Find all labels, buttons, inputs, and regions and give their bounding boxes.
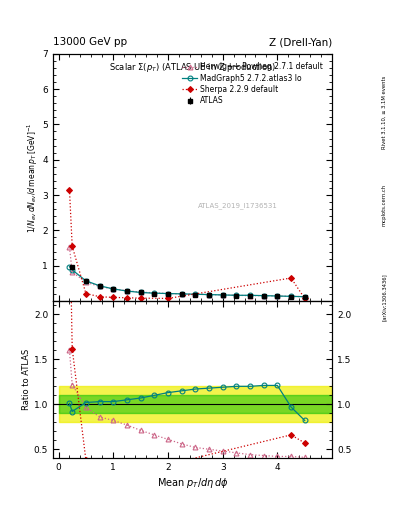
Text: Rivet 3.1.10, ≥ 3.1M events: Rivet 3.1.10, ≥ 3.1M events <box>382 76 387 150</box>
Herwig++ Powheg 2.7.1 default <box>289 293 294 300</box>
Sherpa 2.2.9 default <box>111 294 116 301</box>
Herwig++ Powheg 2.7.1 default <box>67 244 72 250</box>
Sherpa 2.2.9 default <box>70 243 75 249</box>
MadGraph5 2.7.2.atlas3 lo <box>111 286 116 292</box>
Herwig++ Powheg 2.7.1 default <box>84 279 88 285</box>
Sherpa 2.2.9 default <box>125 295 129 301</box>
Sherpa 2.2.9 default <box>97 294 102 300</box>
MadGraph5 2.7.2.atlas3 lo <box>193 291 198 297</box>
Herwig++ Powheg 2.7.1 default <box>234 292 239 298</box>
MadGraph5 2.7.2.atlas3 lo <box>67 264 72 270</box>
MadGraph5 2.7.2.atlas3 lo <box>248 292 252 298</box>
Text: ATLAS_2019_I1736531: ATLAS_2019_I1736531 <box>198 202 278 209</box>
MadGraph5 2.7.2.atlas3 lo <box>70 267 75 273</box>
MadGraph5 2.7.2.atlas3 lo <box>275 293 280 299</box>
MadGraph5 2.7.2.atlas3 lo <box>165 290 170 296</box>
MadGraph5 2.7.2.atlas3 lo <box>234 292 239 298</box>
Sherpa 2.2.9 default <box>302 295 307 302</box>
Line: MadGraph5 2.7.2.atlas3 lo: MadGraph5 2.7.2.atlas3 lo <box>67 264 307 299</box>
Text: 13000 GeV pp: 13000 GeV pp <box>53 37 127 47</box>
MadGraph5 2.7.2.atlas3 lo <box>125 288 129 294</box>
Y-axis label: $1/N_{ev}\,dN_{ev}/d\,\mathrm{mean}\,p_T\,[\mathrm{GeV}]^{-1}$: $1/N_{ev}\,dN_{ev}/d\,\mathrm{mean}\,p_T… <box>25 122 40 232</box>
Herwig++ Powheg 2.7.1 default <box>138 289 143 295</box>
Sherpa 2.2.9 default <box>138 295 143 301</box>
Herwig++ Powheg 2.7.1 default <box>193 291 198 297</box>
Herwig++ Powheg 2.7.1 default <box>261 292 266 298</box>
MadGraph5 2.7.2.atlas3 lo <box>152 290 157 296</box>
Line: Herwig++ Powheg 2.7.1 default: Herwig++ Powheg 2.7.1 default <box>67 245 307 299</box>
MadGraph5 2.7.2.atlas3 lo <box>207 291 211 297</box>
Line: Sherpa 2.2.9 default: Sherpa 2.2.9 default <box>67 187 307 301</box>
Sherpa 2.2.9 default <box>165 295 170 302</box>
MadGraph5 2.7.2.atlas3 lo <box>302 294 307 300</box>
Herwig++ Powheg 2.7.1 default <box>302 294 307 300</box>
Sherpa 2.2.9 default <box>84 290 88 296</box>
Text: Scalar $\Sigma(p_T)$ (ATLAS UE in Z production): Scalar $\Sigma(p_T)$ (ATLAS UE in Z prod… <box>109 61 276 74</box>
Herwig++ Powheg 2.7.1 default <box>125 288 129 294</box>
Sherpa 2.2.9 default <box>67 187 72 193</box>
Herwig++ Powheg 2.7.1 default <box>70 269 75 275</box>
Herwig++ Powheg 2.7.1 default <box>275 293 280 299</box>
Herwig++ Powheg 2.7.1 default <box>220 292 225 298</box>
Text: Z (Drell-Yan): Z (Drell-Yan) <box>269 37 332 47</box>
MadGraph5 2.7.2.atlas3 lo <box>220 292 225 298</box>
Herwig++ Powheg 2.7.1 default <box>97 284 102 290</box>
MadGraph5 2.7.2.atlas3 lo <box>289 293 294 300</box>
MadGraph5 2.7.2.atlas3 lo <box>97 283 102 289</box>
Legend: Herwig++ Powheg 2.7.1 default, MadGraph5 2.7.2.atlas3 lo, Sherpa 2.2.9 default, : Herwig++ Powheg 2.7.1 default, MadGraph5… <box>180 60 325 108</box>
X-axis label: Mean $p_T/d\eta\,d\phi$: Mean $p_T/d\eta\,d\phi$ <box>157 476 228 490</box>
Y-axis label: Ratio to ATLAS: Ratio to ATLAS <box>22 349 31 410</box>
Herwig++ Powheg 2.7.1 default <box>248 292 252 298</box>
Herwig++ Powheg 2.7.1 default <box>111 286 116 292</box>
Herwig++ Powheg 2.7.1 default <box>207 291 211 297</box>
MadGraph5 2.7.2.atlas3 lo <box>179 291 184 297</box>
Herwig++ Powheg 2.7.1 default <box>152 290 157 296</box>
Herwig++ Powheg 2.7.1 default <box>179 291 184 297</box>
MadGraph5 2.7.2.atlas3 lo <box>84 278 88 284</box>
Text: [arXiv:1306.3436]: [arXiv:1306.3436] <box>382 273 387 321</box>
MadGraph5 2.7.2.atlas3 lo <box>138 289 143 295</box>
Sherpa 2.2.9 default <box>289 275 294 281</box>
Herwig++ Powheg 2.7.1 default <box>165 290 170 296</box>
MadGraph5 2.7.2.atlas3 lo <box>261 292 266 298</box>
Text: mcplots.cern.ch: mcplots.cern.ch <box>382 184 387 226</box>
